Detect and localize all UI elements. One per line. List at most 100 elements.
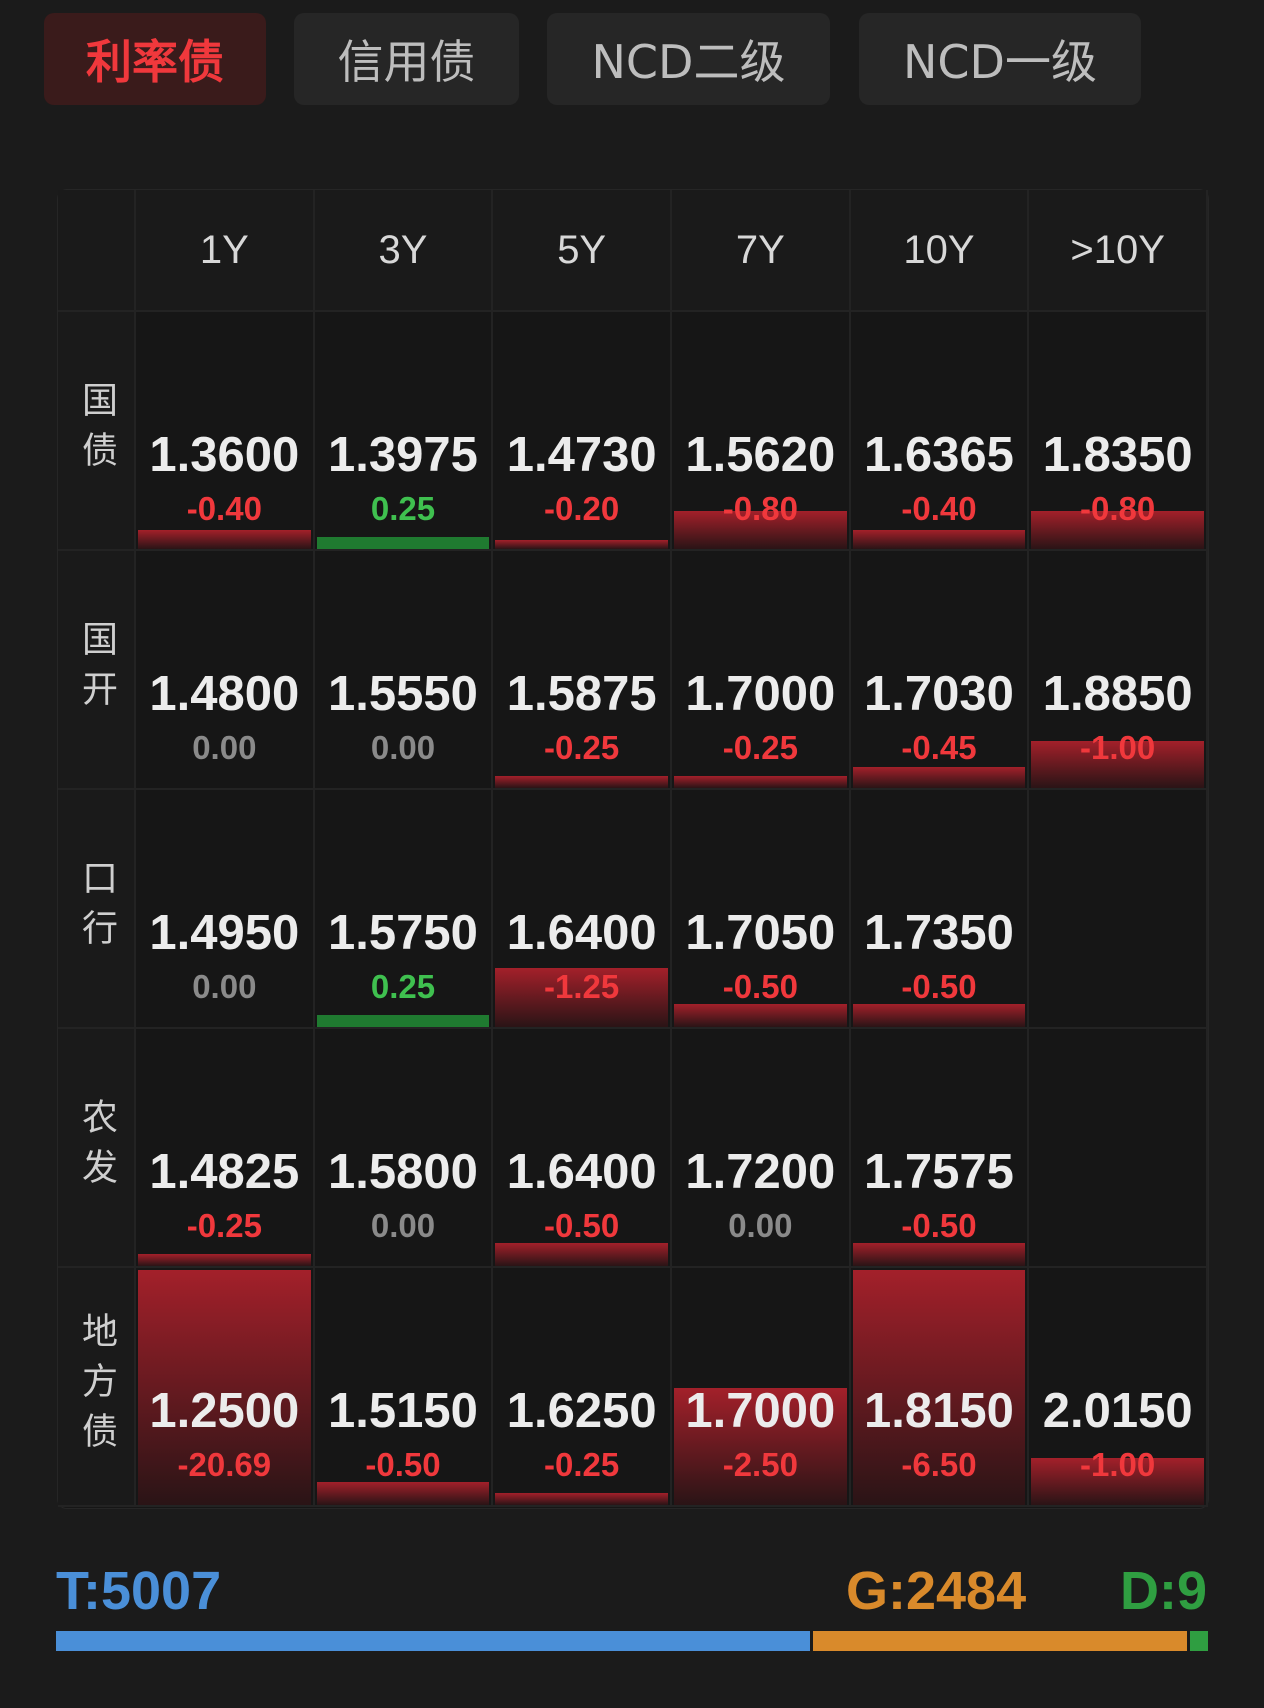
change-bar-up: [316, 1015, 490, 1027]
yield-value: 1.4825: [149, 1145, 300, 1199]
yield-value: 1.3600: [149, 428, 300, 482]
change-bar-down: [138, 530, 311, 549]
column-header[interactable]: 10Y: [850, 190, 1030, 312]
column-header[interactable]: 5Y: [493, 190, 672, 312]
yield-cell[interactable]: 1.7575 -0.50: [850, 1029, 1030, 1268]
yield-change: -0.40: [186, 490, 262, 527]
yield-cell[interactable]: 1.4825 -0.25: [136, 1029, 315, 1268]
yield-change: -0.50: [901, 968, 977, 1005]
yield-value: 1.6365: [864, 428, 1014, 482]
row-label: 农发: [58, 1029, 136, 1268]
distribution-segment: [56, 1631, 811, 1651]
tab-credit-bonds[interactable]: 信用债: [294, 13, 519, 105]
yield-cell[interactable]: 1.5750 0.25: [314, 790, 494, 1029]
yield-value: 1.7000: [685, 1384, 836, 1438]
yield-value: 1.8850: [1042, 667, 1193, 721]
change-bar-down: [852, 1242, 1026, 1266]
yield-cell[interactable]: 1.3975 0.25: [314, 312, 494, 551]
yield-cell[interactable]: 1.8150 -6.50: [850, 1268, 1030, 1507]
yield-change: -0.25: [722, 729, 798, 766]
yield-cell[interactable]: 1.6250 -0.25: [493, 1268, 672, 1507]
yield-value: 1.6400: [506, 906, 657, 960]
change-bar-down: [316, 1481, 490, 1505]
column-header[interactable]: >10Y: [1029, 190, 1208, 312]
yield-cell[interactable]: 1.7000 -2.50: [672, 1268, 851, 1507]
row-label: 口行: [58, 790, 136, 1029]
yield-change: -0.20: [544, 490, 620, 527]
yield-cell[interactable]: 1.7050 -0.50: [672, 790, 851, 1029]
yield-value: 1.7030: [864, 667, 1014, 721]
change-bar-down: [852, 1003, 1026, 1027]
yield-cell[interactable]: 1.6365 -0.40: [850, 312, 1030, 551]
change-bar-down: [852, 530, 1026, 549]
yield-value: 1.7200: [685, 1145, 836, 1199]
stat-t: T:5007: [56, 1561, 222, 1621]
change-bar-down: [138, 1270, 311, 1505]
yield-cell[interactable]: 1.6400 -0.50: [493, 1029, 672, 1268]
yield-value: 1.6250: [506, 1384, 657, 1438]
change-bar-down: [1031, 1458, 1204, 1505]
yield-change: -1.00: [1080, 1446, 1156, 1483]
yield-change: -0.50: [544, 1207, 620, 1244]
yield-value: 1.7050: [685, 906, 836, 960]
yield-value: 1.8150: [864, 1384, 1014, 1438]
yield-value: 1.7350: [864, 906, 1014, 960]
yield-change: 0.25: [370, 968, 436, 1005]
tab-rate-bonds[interactable]: 利率债: [44, 13, 266, 105]
change-bar-down: [674, 511, 847, 549]
change-bar-down: [495, 1242, 668, 1266]
yield-table: 1Y 3Y 5Y 7Y 10Y >10Y 国债 1.3600 -0.40 1.3975 0.25 1.…: [57, 189, 1209, 1509]
yield-cell[interactable]: 1.7350 -0.50: [850, 790, 1030, 1029]
change-bar-down: [495, 968, 668, 1027]
yield-cell[interactable]: 1.5550 0.00: [314, 551, 494, 790]
yield-cell[interactable]: 1.6400 -1.25: [493, 790, 672, 1029]
yield-cell[interactable]: 1.8850 -1.00: [1029, 551, 1208, 790]
yield-cell[interactable]: 1.7030 -0.45: [850, 551, 1030, 790]
yield-value: 1.5620: [685, 428, 836, 482]
change-bar-down: [852, 766, 1026, 788]
yield-cell[interactable]: 1.5875 -0.25: [493, 551, 672, 790]
yield-value: 1.5875: [506, 667, 657, 721]
yield-change: 0.00: [192, 968, 257, 1005]
change-bar-down: [674, 1003, 847, 1027]
column-header[interactable]: 3Y: [314, 190, 494, 312]
column-header[interactable]: 1Y: [136, 190, 315, 312]
yield-change: -0.50: [901, 1207, 977, 1244]
change-bar-down: [1031, 741, 1204, 788]
yield-value: 2.0150: [1042, 1384, 1193, 1438]
yield-cell[interactable]: 1.4950 0.00: [136, 790, 315, 1029]
column-header[interactable]: 7Y: [672, 190, 851, 312]
yield-change: -0.50: [365, 1446, 441, 1483]
yield-cell[interactable]: 1.7200 0.00: [672, 1029, 851, 1268]
yield-value: 1.6400: [506, 1145, 657, 1199]
yield-cell[interactable]: 1.5620 -0.80: [672, 312, 851, 551]
yield-cell[interactable]: 1.5150 -0.50: [314, 1268, 494, 1507]
yield-cell[interactable]: 1.4800 0.00: [136, 551, 315, 790]
yield-cell[interactable]: 1.7000 -0.25: [672, 551, 851, 790]
yield-change: 0.00: [728, 1207, 793, 1244]
yield-change: -0.80: [1080, 490, 1156, 527]
stat-d: D:9: [1120, 1561, 1208, 1621]
yield-change: -1.00: [1080, 729, 1156, 766]
yield-value: 1.7000: [685, 667, 836, 721]
yield-cell[interactable]: 1.4730 -0.20: [493, 312, 672, 551]
yield-value: 1.4800: [149, 667, 300, 721]
distribution-segment: [813, 1631, 1188, 1651]
yield-value: 1.5800: [328, 1145, 478, 1199]
yield-cell[interactable]: 1.2500 -20.69: [136, 1268, 315, 1507]
yield-value: 1.5150: [328, 1384, 478, 1438]
yield-value: 1.5550: [328, 667, 478, 721]
yield-cell[interactable]: 1.8350 -0.80: [1029, 312, 1208, 551]
yield-change: -1.25: [544, 968, 620, 1005]
yield-cell[interactable]: 2.0150 -1.00: [1029, 1268, 1208, 1507]
distribution-segment: [1190, 1631, 1208, 1651]
yield-change: -0.25: [544, 729, 620, 766]
yield-cell[interactable]: 1.3600 -0.40: [136, 312, 315, 551]
tab-ncd-primary[interactable]: NCD一级: [859, 13, 1141, 105]
tab-ncd-secondary[interactable]: NCD二级: [547, 13, 830, 105]
yield-cell[interactable]: 1.5800 0.00: [314, 1029, 494, 1268]
yield-value: 1.2500: [149, 1384, 300, 1438]
yield-change: -6.50: [901, 1446, 977, 1483]
yield-value: 1.4950: [149, 906, 300, 960]
stat-g: G:2484: [846, 1561, 1027, 1621]
